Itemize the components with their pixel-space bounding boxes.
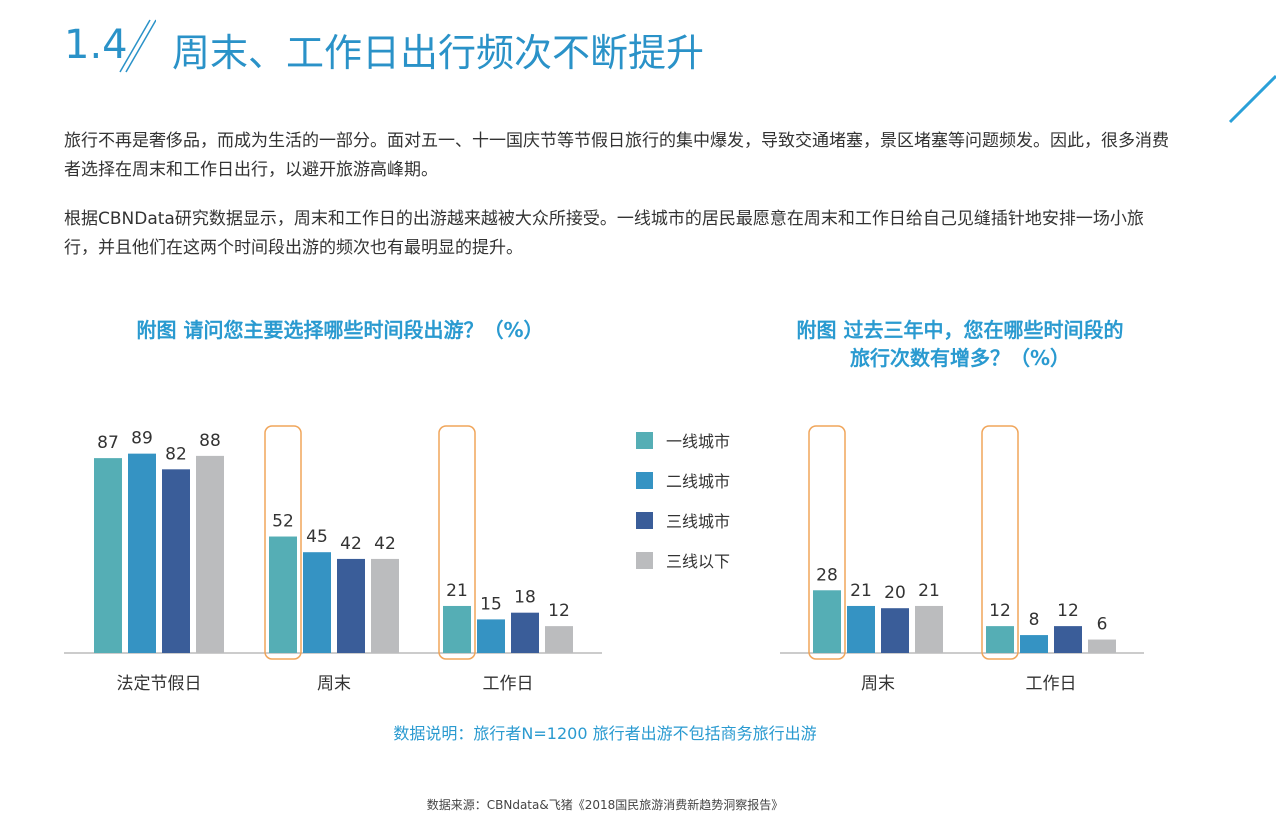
bar-法定节假日-一线城市 xyxy=(94,458,122,653)
legend-swatch xyxy=(636,431,653,449)
bar-工作日-三线城市 xyxy=(511,612,539,653)
data-label: 42 xyxy=(340,534,362,554)
legend-item: 一线城市 xyxy=(636,420,730,460)
category-label: 工作日 xyxy=(483,674,534,694)
legend-swatch xyxy=(636,551,653,569)
bar-周末-一线城市 xyxy=(813,590,841,653)
data-label: 12 xyxy=(1057,601,1079,621)
legend-label: 三线城市 xyxy=(666,512,731,531)
bar-法定节假日-三线以下 xyxy=(196,455,224,653)
bar-工作日-二线城市 xyxy=(1020,635,1048,653)
data-source: 数据来源：CBNdata&飞猪《2018国民旅游消费新趋势洞察报告》 xyxy=(426,798,784,812)
chart-1-title: 附图 请问您主要选择哪些时间段出游？（%） xyxy=(136,318,544,342)
bar-工作日-三线以下 xyxy=(1088,639,1116,653)
bar-工作日-一线城市 xyxy=(986,626,1014,653)
data-label: 89 xyxy=(131,429,153,449)
category-label: 周末 xyxy=(317,674,351,694)
bar-工作日-三线城市 xyxy=(1054,626,1082,653)
data-label: 82 xyxy=(165,444,187,464)
data-label: 21 xyxy=(918,581,940,601)
bar-工作日-二线城市 xyxy=(477,619,505,653)
data-label: 21 xyxy=(446,581,468,601)
bar-周末-二线城市 xyxy=(303,552,331,653)
bar-周末-一线城市 xyxy=(269,536,297,653)
data-label: 87 xyxy=(97,433,119,453)
legend-label: 二线城市 xyxy=(666,472,731,491)
data-label: 28 xyxy=(816,565,838,585)
data-label: 12 xyxy=(989,601,1011,621)
data-label: 15 xyxy=(480,594,502,614)
legend-label: 一线城市 xyxy=(666,432,731,451)
bar-周末-三线以下 xyxy=(371,558,399,653)
legend-label: 三线以下 xyxy=(666,552,731,571)
section-number: 1.4 xyxy=(64,22,128,68)
data-label: 20 xyxy=(884,583,906,603)
bar-周末-三线以下 xyxy=(915,605,943,653)
legend-swatch xyxy=(636,471,653,489)
bar-法定节假日-三线城市 xyxy=(162,469,190,653)
data-label: 45 xyxy=(306,527,328,547)
data-label: 12 xyxy=(548,601,570,621)
highlight-box xyxy=(264,425,302,660)
legend-item: 三线城市 xyxy=(636,500,730,540)
bar-工作日-三线以下 xyxy=(545,626,573,653)
data-label: 42 xyxy=(374,534,396,554)
bar-周末-二线城市 xyxy=(847,605,875,653)
highlight-box xyxy=(808,425,846,660)
data-label: 88 xyxy=(199,431,221,451)
highlight-box xyxy=(981,425,1019,660)
data-label: 6 xyxy=(1097,615,1108,635)
corner-line-decoration xyxy=(1228,74,1276,124)
legend-swatch xyxy=(636,511,653,529)
highlight-box xyxy=(438,425,476,660)
bar-周末-三线城市 xyxy=(337,558,365,653)
bar-法定节假日-二线城市 xyxy=(128,453,156,653)
data-note: 数据说明：旅行者N=1200 旅行者出游不包括商务旅行出游 xyxy=(393,724,817,743)
bar-周末-三线城市 xyxy=(881,608,909,653)
chart-2-title: 附图 过去三年中，您在哪些时间段的 旅行次数有增多？（%） xyxy=(796,318,1124,370)
slash-divider-icon xyxy=(119,19,156,73)
data-label: 8 xyxy=(1029,610,1040,630)
category-label: 周末 xyxy=(861,674,895,694)
intro-paragraph-2: 根据CBNData研究数据显示，周末和工作日的出游越来越被大众所接受。一线城市的… xyxy=(64,209,1144,258)
category-label: 法定节假日 xyxy=(117,674,202,694)
legend-item: 三线以下 xyxy=(636,540,730,580)
category-label: 工作日 xyxy=(1026,674,1077,694)
legend-item: 二线城市 xyxy=(636,460,730,500)
data-label: 52 xyxy=(272,512,294,532)
intro-paragraph-1: 旅行不再是奢侈品，而成为生活的一部分。面对五一、十一国庆节等节假日旅行的集中爆发… xyxy=(64,131,1169,180)
bar-工作日-一线城市 xyxy=(443,605,471,653)
chart-legend: 一线城市 二线城市 三线城市 三线以下 xyxy=(636,420,730,580)
data-label: 18 xyxy=(514,588,536,608)
page-title: 周末、工作日出行频次不断提升 xyxy=(172,31,705,75)
data-label: 21 xyxy=(850,581,872,601)
